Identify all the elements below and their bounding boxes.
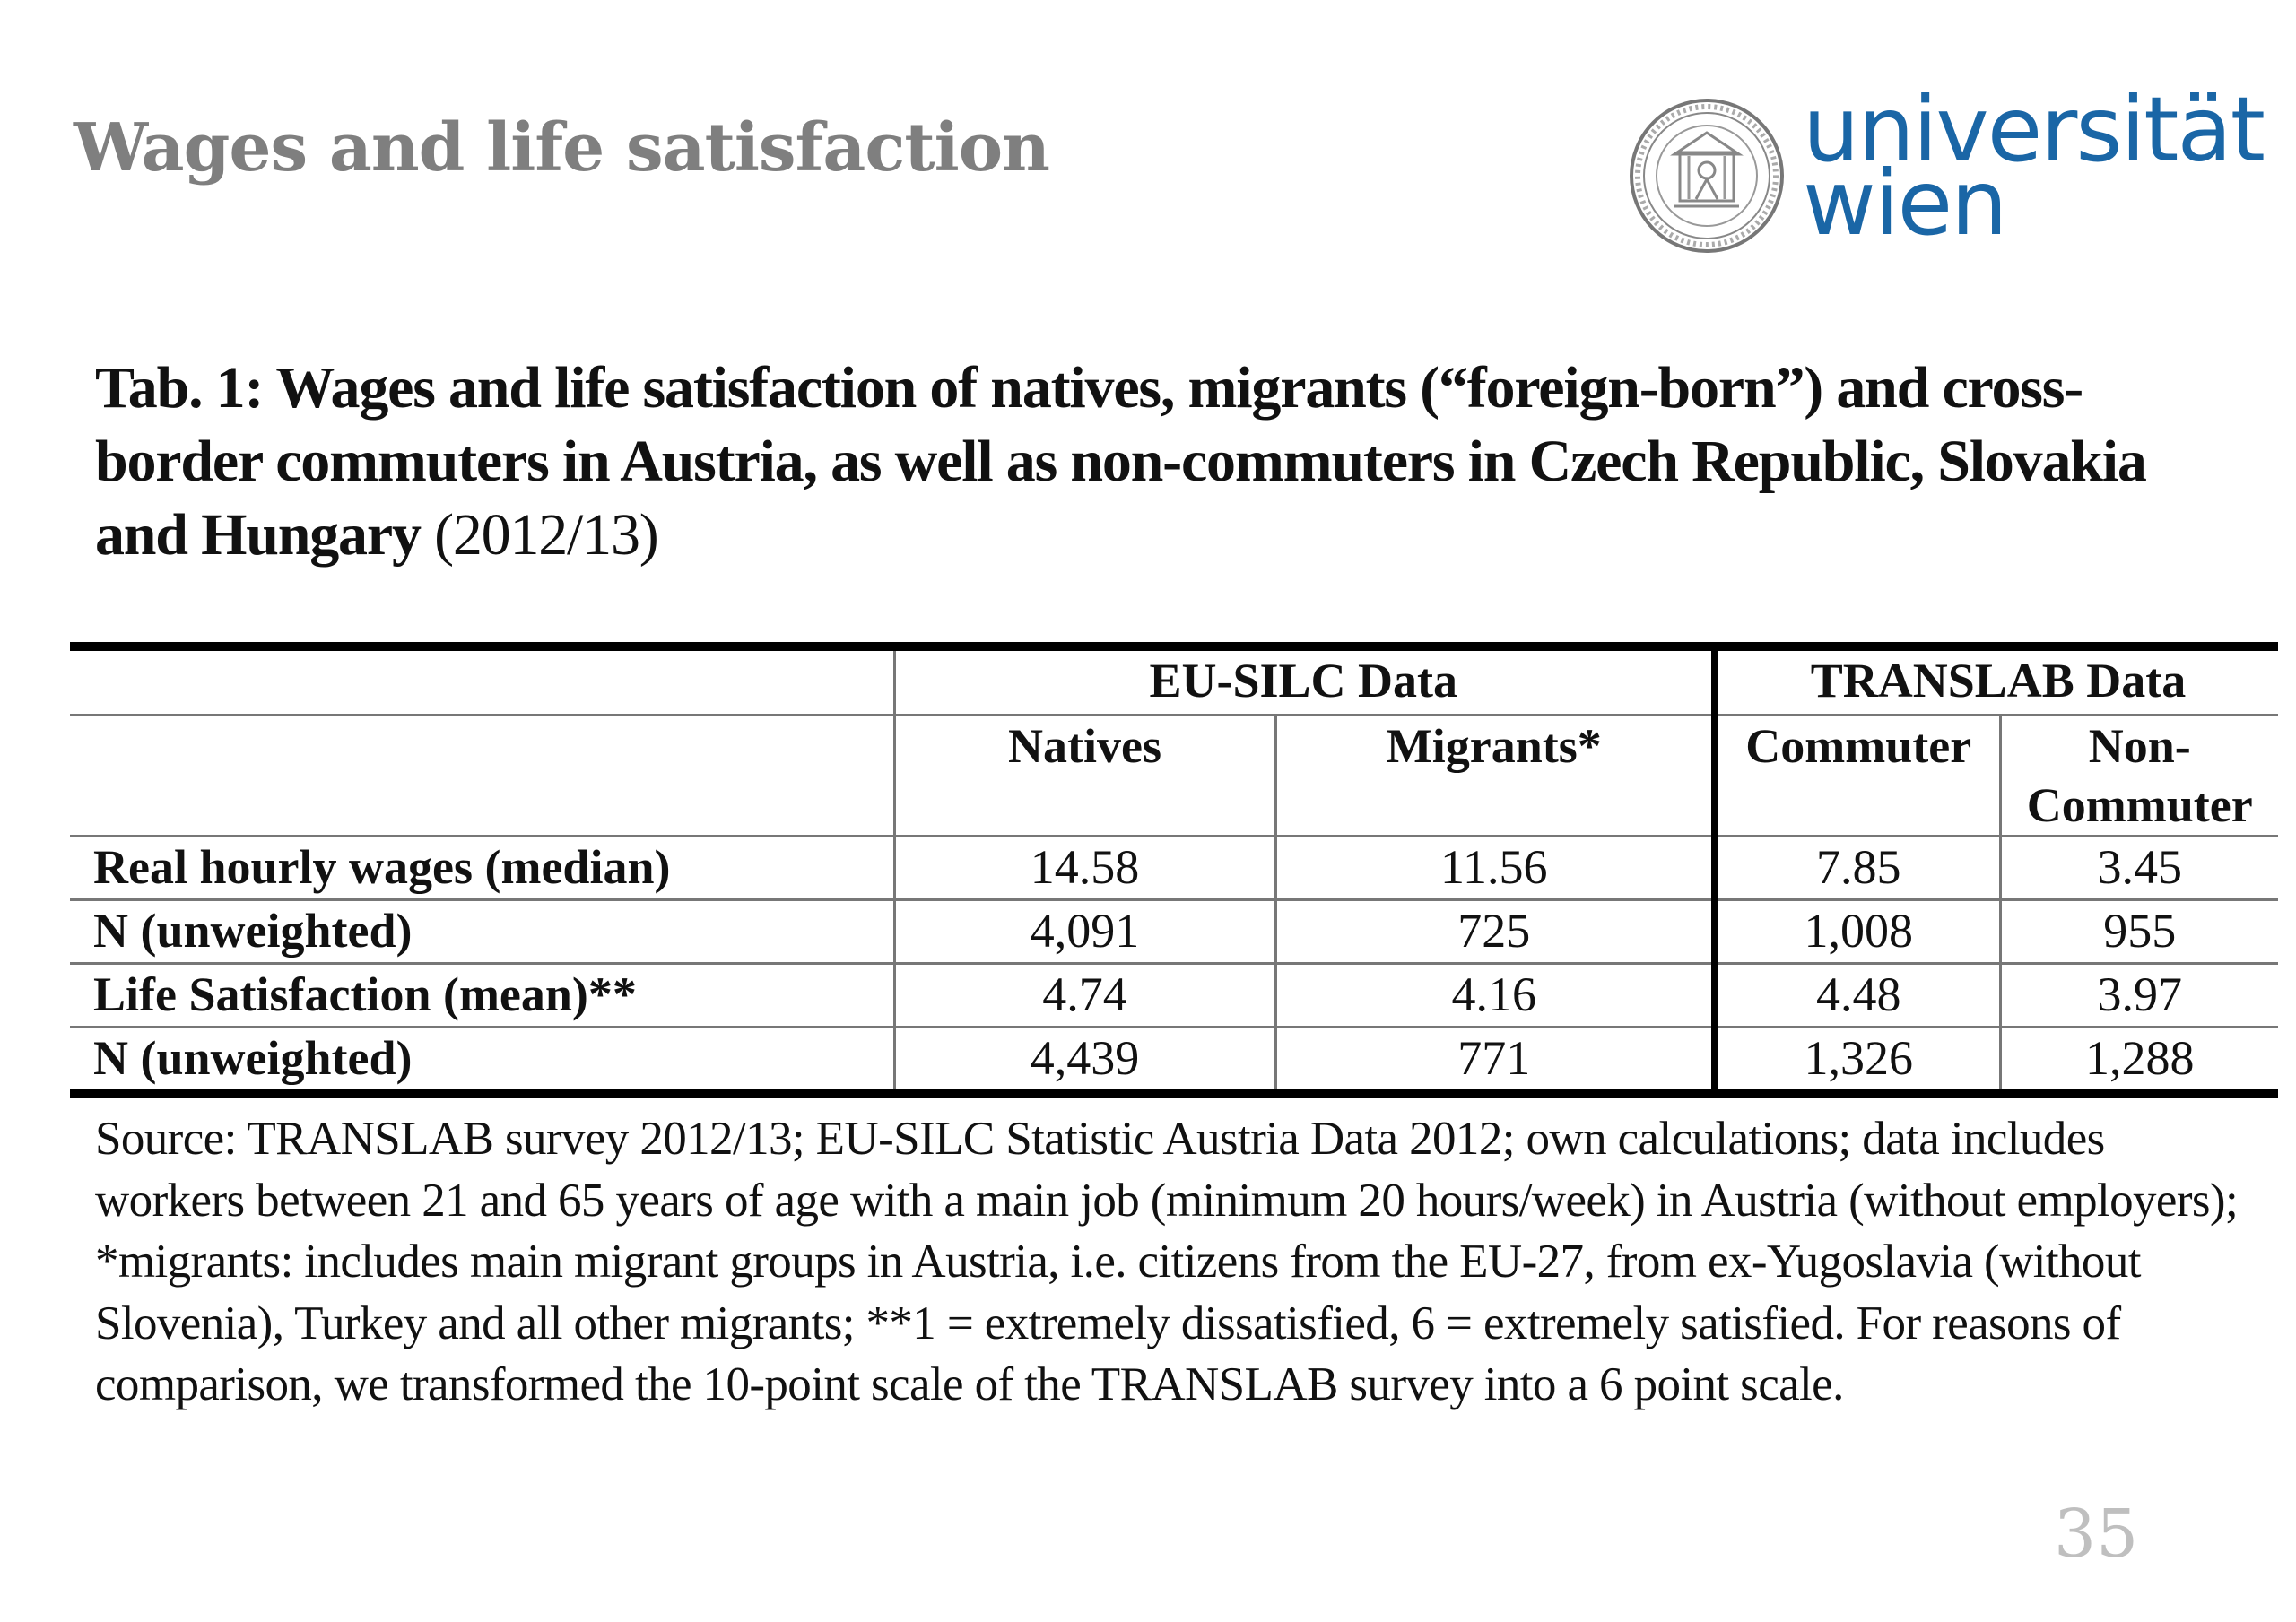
row-label: N (unweighted) xyxy=(70,1026,896,1098)
table-row: N (unweighted) 4,439 771 1,326 1,288 xyxy=(70,1026,2278,1098)
table-cell: 11.56 xyxy=(1274,835,1717,901)
table-cell: 955 xyxy=(1998,898,2278,965)
source-note: Source: TRANSLAB survey 2012/13; EU-SILC… xyxy=(95,1113,2239,1410)
table-cell: 3.45 xyxy=(1998,835,2278,901)
table-cell: 1,008 xyxy=(1711,898,2002,965)
row-label: Real hourly wages (median) xyxy=(70,835,896,901)
table-cell: 4,091 xyxy=(892,898,1277,965)
table-caption: Tab. 1: Wages and life satisfaction of n… xyxy=(95,351,2221,572)
column-header-commuter: Commuter xyxy=(1711,714,2002,837)
caption-bold: Tab. 1: Wages and life satisfaction of n… xyxy=(95,355,2147,568)
table-cell: 4.16 xyxy=(1274,962,1717,1028)
table-cell: 725 xyxy=(1274,898,1717,965)
header-corner-sub xyxy=(70,714,896,837)
university-seal-icon xyxy=(1630,99,1784,253)
column-header-non-commuter: Non-Commuter xyxy=(1998,714,2278,837)
logo-line-1: universität xyxy=(1803,77,2266,182)
logo-line-2: wien xyxy=(1803,151,2007,256)
table-cell: 4.48 xyxy=(1711,962,2002,1028)
table-row: Life Satisfaction (mean)** 4.74 4.16 4.4… xyxy=(70,962,2278,1028)
page-number: 35 xyxy=(2054,1496,2139,1573)
table-cell: 1,288 xyxy=(1998,1026,2278,1098)
table-row: Real hourly wages (median) 14.58 11.56 7… xyxy=(70,835,2278,901)
group-header-translab: TRANSLAB Data xyxy=(1711,642,2278,716)
table-row: N (unweighted) 4,091 725 1,008 955 xyxy=(70,898,2278,965)
row-label: Life Satisfaction (mean)** xyxy=(70,962,896,1028)
table-cell: 4.74 xyxy=(892,962,1277,1028)
table-cell: 14.58 xyxy=(892,835,1277,901)
header-corner xyxy=(70,642,896,716)
row-label: N (unweighted) xyxy=(70,898,896,965)
group-header-eu-silc: EU-SILC Data xyxy=(892,642,1717,716)
data-table: EU-SILC Data TRANSLAB Data Natives Migra… xyxy=(70,642,2278,1098)
university-logo: universität wien xyxy=(1628,85,2266,258)
table-cell: 1,326 xyxy=(1711,1026,2002,1098)
table-cell: 7.85 xyxy=(1711,835,2002,901)
column-header-natives: Natives xyxy=(892,714,1277,837)
slide-title: Wages and life satisfaction xyxy=(74,109,1050,186)
column-header-migrants: Migrants* xyxy=(1274,714,1717,837)
table-cell: 3.97 xyxy=(1998,962,2278,1028)
table-cell: 4,439 xyxy=(892,1026,1277,1098)
table-cell: 771 xyxy=(1274,1026,1717,1098)
caption-year: (2012/13) xyxy=(420,502,659,568)
logo-wordmark: universität wien xyxy=(1803,77,2266,256)
